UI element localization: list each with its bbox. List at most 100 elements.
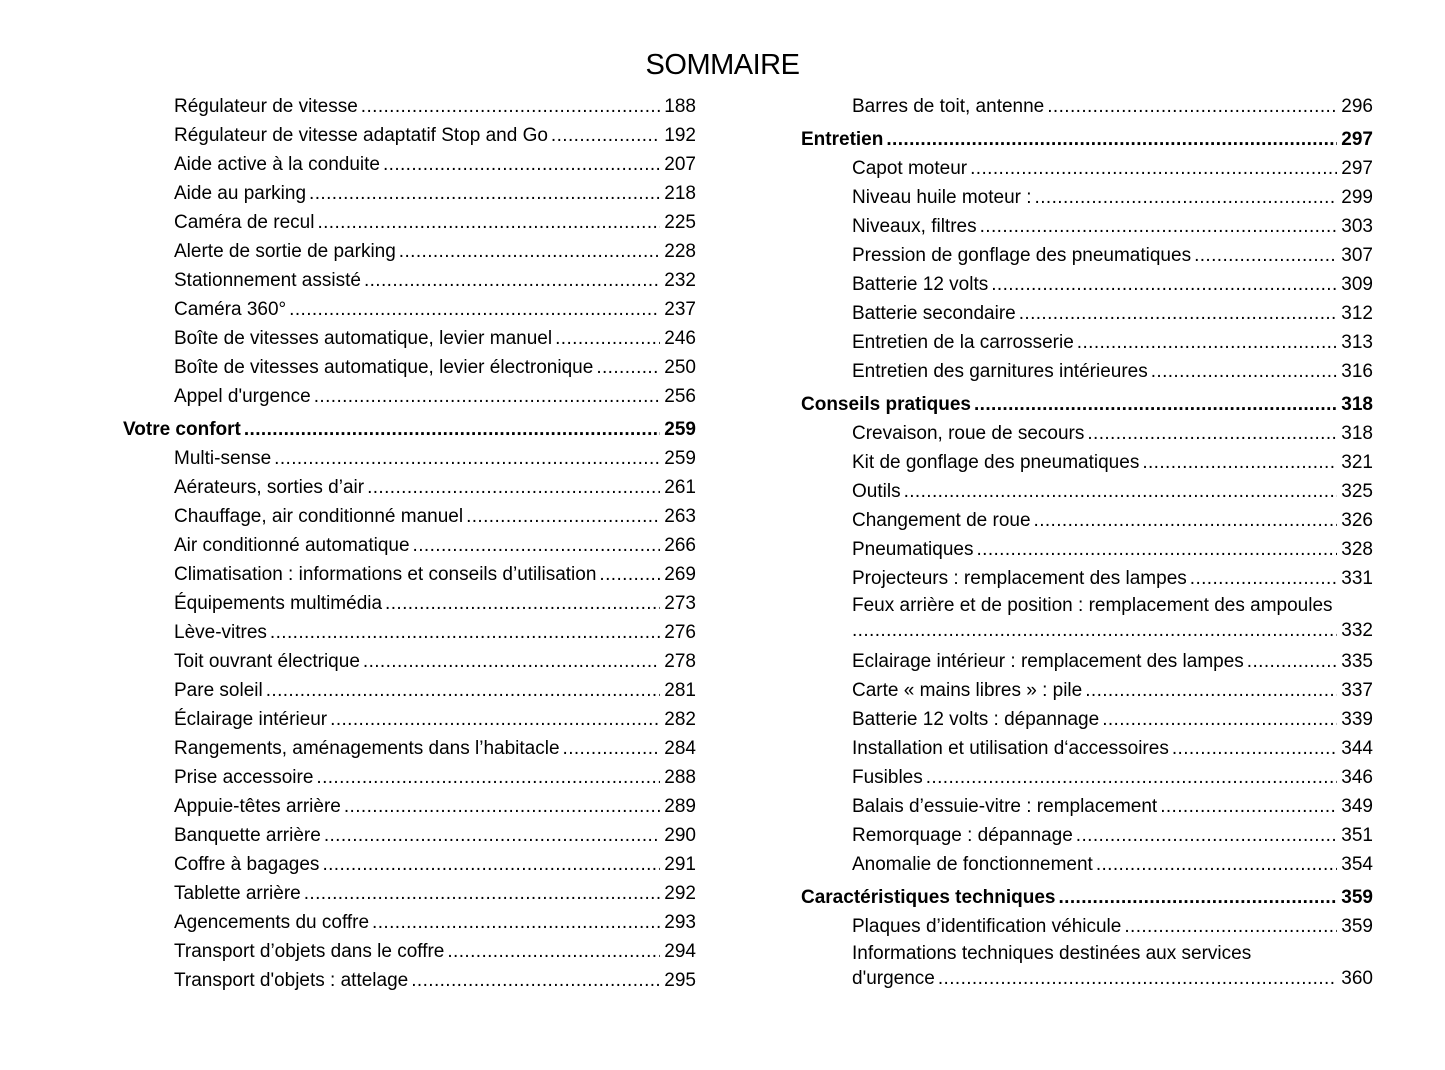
dot-leader (1019, 299, 1338, 328)
toc-entry[interactable]: Aide active à la conduite 207 (123, 150, 696, 179)
toc-entry[interactable]: Boîte de vitesses automatique, levier él… (123, 353, 696, 382)
dot-leader (938, 967, 1337, 991)
dot-leader (274, 444, 660, 473)
toc-entry[interactable]: Entretien de la carrosserie 313 (801, 328, 1373, 357)
toc-entry[interactable]: Banquette arrière 290 (123, 821, 696, 850)
toc-entry-page: 228 (664, 241, 696, 262)
toc-entry[interactable]: Eclairage intérieur : remplacement des l… (801, 647, 1373, 676)
toc-entry-page: 309 (1341, 274, 1373, 295)
toc-section[interactable]: Votre confort 259 (123, 415, 696, 444)
toc-entry[interactable]: Boîte de vitesses automatique, levier ma… (123, 324, 696, 353)
toc-entry[interactable]: Batterie secondaire 312 (801, 299, 1373, 328)
toc-entry[interactable]: Caméra 360° 237 (123, 295, 696, 324)
toc-entry[interactable]: Capot moteur 297 (801, 154, 1373, 183)
toc-entry[interactable]: Barres de toit, antenne 296 (801, 92, 1373, 121)
toc-entry[interactable]: Niveaux, filtres 303 (801, 212, 1373, 241)
toc-entry-continuation[interactable]: 332 (852, 619, 1373, 647)
toc-entry[interactable]: Stationnement assisté 232 (123, 266, 696, 295)
toc-entry[interactable]: Fusibles 346 (801, 763, 1373, 792)
toc-entry[interactable]: Régulateur de vitesse 188 (123, 92, 696, 121)
toc-entry-wrapped[interactable]: Feux arrière et de position : remplaceme… (801, 593, 1373, 647)
toc-entry[interactable]: Alerte de sortie de parking 228 (123, 237, 696, 266)
toc-entry[interactable]: Pneumatiques 328 (801, 535, 1373, 564)
toc-entry[interactable]: Lève-vitres 276 (123, 618, 696, 647)
toc-entry[interactable]: Balais d’essuie-vitre : remplacement 349 (801, 792, 1373, 821)
toc-entry[interactable]: Régulateur de vitesse adaptatif Stop and… (123, 121, 696, 150)
toc-entry-label: Chauffage, air conditionné manuel (174, 506, 464, 527)
toc-entry[interactable]: Pression de gonflage des pneumatiques 307 (801, 241, 1373, 270)
toc-entry-page: 288 (664, 767, 696, 788)
toc-entry[interactable]: Remorquage : dépannage 351 (801, 821, 1373, 850)
toc-entry-label: Air conditionné automatique (174, 535, 410, 556)
toc-entry-continuation[interactable]: d'urgence 360 (852, 967, 1373, 995)
toc-entry-page: 316 (1341, 361, 1373, 382)
toc-entry[interactable]: Prise accessoire 288 (123, 763, 696, 792)
toc-entry-page: 335 (1341, 651, 1373, 672)
dot-leader (1076, 821, 1338, 850)
toc-entry-page: 281 (664, 680, 696, 701)
dot-leader (1047, 92, 1337, 121)
toc-entry[interactable]: Équipements multimédia 273 (123, 589, 696, 618)
toc-entry-page: 276 (664, 622, 696, 643)
toc-entry[interactable]: Rangements, aménagements dans l’habitacl… (123, 734, 696, 763)
toc-entry-label: Niveau huile moteur : (852, 187, 1032, 208)
toc-entry[interactable]: Aide au parking 218 (123, 179, 696, 208)
toc-entry-page: 273 (664, 593, 696, 614)
toc-entry[interactable]: Anomalie de fonctionnement 354 (801, 850, 1373, 879)
toc-entry[interactable]: Projecteurs : remplacement des lampes 331 (801, 564, 1373, 593)
dot-leader (322, 850, 660, 879)
toc-entry[interactable]: Aérateurs, sorties d’air 261 (123, 473, 696, 502)
dot-leader (1085, 676, 1337, 705)
toc-entry[interactable]: Toit ouvrant électrique 278 (123, 647, 696, 676)
dot-leader (447, 937, 660, 966)
toc-section[interactable]: Conseils pratiques 318 (801, 390, 1373, 419)
toc-entry[interactable]: Crevaison, roue de secours 318 (801, 419, 1373, 448)
toc-entry[interactable]: Tablette arrière 292 (123, 879, 696, 908)
toc-entry[interactable]: Entretien des garnitures intérieures 316 (801, 357, 1373, 386)
toc-entry-label: Installation et utilisation d‘accessoire… (852, 738, 1169, 759)
dot-leader (399, 237, 661, 266)
toc-section[interactable]: Caractéristiques techniques 359 (801, 883, 1373, 912)
toc-entry[interactable]: Multi-sense 259 (123, 444, 696, 473)
toc-entry[interactable]: Appuie-têtes arrière 289 (123, 792, 696, 821)
toc-entry[interactable]: Appel d'urgence 256 (123, 382, 696, 411)
toc-entry[interactable]: Batterie 12 volts : dépannage 339 (801, 705, 1373, 734)
toc-entry[interactable]: Agencements du coffre 293 (123, 908, 696, 937)
toc-entry[interactable]: Pare soleil 281 (123, 676, 696, 705)
toc-entry[interactable]: Batterie 12 volts 309 (801, 270, 1373, 299)
toc-entry[interactable]: Changement de roue 326 (801, 506, 1373, 535)
toc-section[interactable]: Entretien 297 (801, 125, 1373, 154)
toc-entry-page: 259 (664, 448, 696, 469)
dot-leader (316, 763, 660, 792)
dot-leader (904, 477, 1338, 506)
toc-entry[interactable]: Outils 325 (801, 477, 1373, 506)
toc-entry[interactable]: Installation et utilisation d‘accessoire… (801, 734, 1373, 763)
toc-entry[interactable]: Kit de gonflage des pneumatiques 321 (801, 448, 1373, 477)
toc-entry-page: 296 (1341, 96, 1373, 117)
toc-entry[interactable]: Caméra de recul 225 (123, 208, 696, 237)
toc-entry-page: 321 (1341, 452, 1373, 473)
toc-entry[interactable]: Transport d’objets dans le coffre 294 (123, 937, 696, 966)
toc-entry-label: Feux arrière et de position : remplaceme… (852, 595, 1333, 616)
toc-entry[interactable]: Air conditionné automatique 266 (123, 531, 696, 560)
dot-leader (367, 473, 660, 502)
toc-entry-page: 331 (1341, 568, 1373, 589)
toc-entry-wrapped[interactable]: Informations techniques destinées aux se… (801, 941, 1373, 995)
dot-leader (1190, 564, 1338, 593)
toc-entry-label: Rangements, aménagements dans l’habitacl… (174, 738, 560, 759)
toc-entry-page: 294 (664, 941, 696, 962)
toc-entry[interactable]: Plaques d’identification véhicule 359 (801, 912, 1373, 941)
toc-entry[interactable]: Carte « mains libres » : pile 337 (801, 676, 1373, 705)
toc-entry[interactable]: Climatisation : informations et conseils… (123, 560, 696, 589)
toc-entry[interactable]: Chauffage, air conditionné manuel 263 (123, 502, 696, 531)
toc-entry-page: 307 (1341, 245, 1373, 266)
toc-entry[interactable]: Transport d'objets : attelage 295 (123, 966, 696, 995)
toc-column-right: Barres de toit, antenne296Entretien297Ca… (801, 92, 1373, 995)
toc-entry[interactable]: Coffre à bagages 291 (123, 850, 696, 879)
toc-entry-page: 354 (1341, 854, 1373, 875)
toc-entry[interactable]: Niveau huile moteur : 299 (801, 183, 1373, 212)
toc-entry-page: 237 (664, 299, 696, 320)
toc-entry-label: Équipements multimédia (174, 593, 383, 614)
toc-entry[interactable]: Éclairage intérieur 282 (123, 705, 696, 734)
toc-entry-label: Banquette arrière (174, 825, 321, 846)
